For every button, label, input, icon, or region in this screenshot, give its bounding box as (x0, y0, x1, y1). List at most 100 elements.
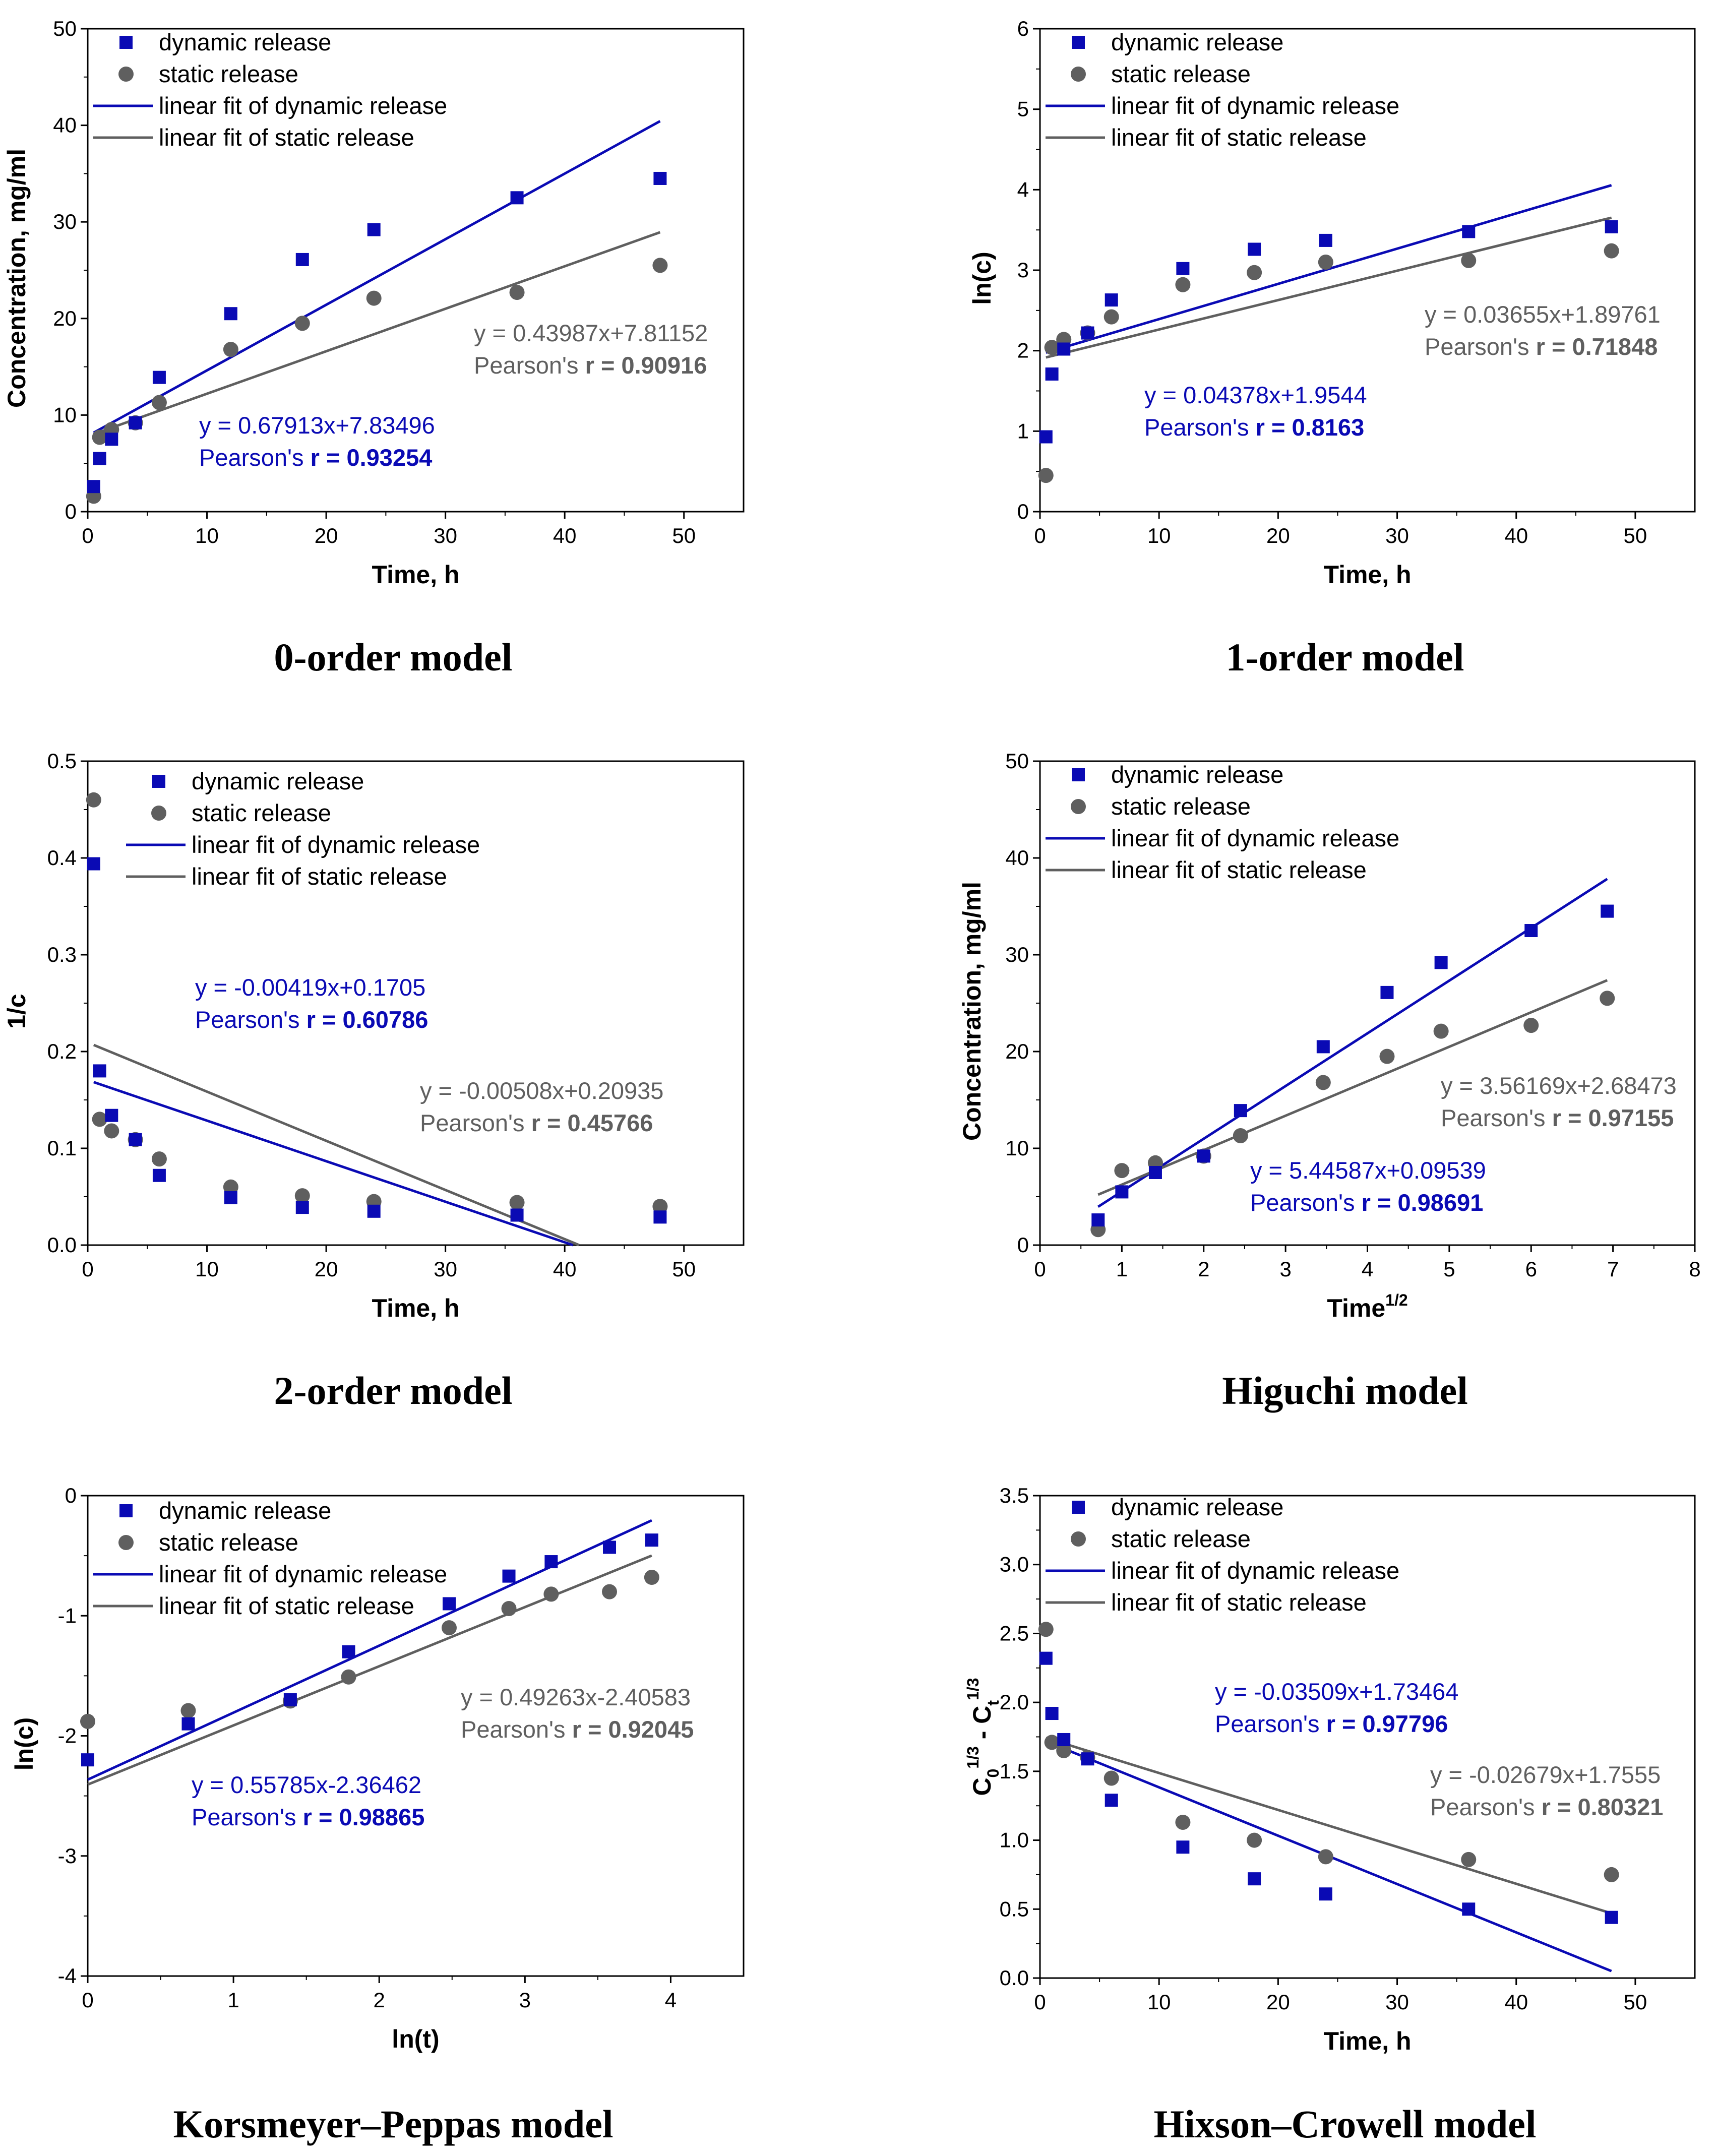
point-static (1604, 1867, 1619, 1882)
point-dynamic (283, 1693, 297, 1707)
point-dynamic (1081, 1752, 1094, 1766)
chart-4: 0 1 2 3 4 5 6 7 8 0 10 20 30 40 50 Time1/2 Concentration… (958, 749, 1701, 1412)
model-title: Hixson–Crowell model (1153, 2102, 1536, 2146)
point-static (1104, 309, 1119, 325)
x-tick-label: 8 (1689, 1257, 1700, 1281)
point-static (104, 1123, 119, 1139)
point-static (1233, 1128, 1248, 1144)
y-tick-label: 0 (1017, 500, 1029, 523)
point-dynamic (1045, 1707, 1059, 1720)
y-tick-label: 20 (1005, 1039, 1029, 1063)
point-static (92, 429, 107, 445)
point-dynamic (1434, 956, 1448, 969)
equation-dynamic: y = 5.44587x+0.09539 (1250, 1157, 1486, 1184)
point-static (1175, 1815, 1191, 1830)
y-tick-label: -4 (58, 1964, 77, 1988)
pearson-dynamic: Pearson's r = 0.8163 (1144, 414, 1364, 441)
legend-label-static: static release (159, 1529, 298, 1556)
point-dynamic (1057, 1733, 1071, 1746)
y-tick-label: 6 (1017, 17, 1029, 40)
point-static (1315, 1075, 1331, 1090)
x-tick-label: 20 (315, 524, 338, 547)
y-tick-label: 30 (53, 210, 77, 233)
x-tick-label: 4 (1362, 1257, 1373, 1281)
point-dynamic (1148, 1166, 1162, 1179)
y-axis-label: 1/c (3, 994, 31, 1029)
point-static (151, 395, 167, 410)
y-tick-label: 3.0 (1000, 1553, 1029, 1576)
legend-label-fit-static: linear fit of static release (1111, 1589, 1367, 1616)
x-tick-label: 1 (227, 1988, 239, 2012)
x-tick-label: 2 (374, 1988, 385, 2012)
y-tick-label: 0.2 (47, 1039, 77, 1063)
y-tick-label: 0.1 (47, 1136, 77, 1160)
y-tick-label: 3 (1017, 258, 1029, 282)
pearson-dynamic-value: r = 0.60786 (307, 1006, 428, 1033)
y-tick-label: 1.0 (1000, 1828, 1029, 1852)
legend-label-fit-dynamic: linear fit of dynamic release (159, 92, 447, 119)
legend-symbol-dynamic (1072, 36, 1085, 49)
legend-label-static: static release (192, 799, 331, 826)
point-dynamic (1605, 220, 1618, 233)
y-tick-label: 1 (1017, 419, 1029, 443)
x-tick-label: 0 (82, 1257, 93, 1281)
x-tick-label: 3 (519, 1988, 531, 2012)
legend-symbol-dynamic (119, 36, 133, 49)
chart-2: 0 10 20 30 40 50 0 1 2 3 4 5 6 Time, h ln(c) dynamic re… (968, 17, 1696, 679)
y-tick-label: 0 (65, 1484, 77, 1507)
point-dynamic (1462, 225, 1476, 238)
legend-label-fit-dynamic: linear fit of dynamic release (1111, 92, 1399, 119)
point-static (644, 1570, 659, 1585)
point-static (543, 1586, 559, 1602)
point-static (1379, 1049, 1395, 1064)
point-dynamic (342, 1645, 355, 1658)
y-axis-label: Concentration, mg/ml (3, 149, 31, 408)
pearson-dynamic-value: r = 0.98865 (303, 1804, 425, 1830)
legend-label-fit-static: linear fit of static release (192, 863, 447, 890)
point-static (441, 1620, 457, 1636)
y-tick-label: -1 (58, 1604, 77, 1627)
x-tick-label: 3 (1279, 1257, 1291, 1281)
equation-dynamic: y = -0.00419x+0.1705 (195, 974, 425, 1001)
point-dynamic (1319, 233, 1332, 247)
fit-line-static (1046, 1737, 1612, 1915)
point-dynamic (81, 1753, 94, 1767)
pearson-static: Pearson's r = 0.92045 (461, 1716, 694, 1743)
point-static (1114, 1163, 1130, 1179)
y-tick-label: 30 (1005, 943, 1029, 966)
point-dynamic (1380, 985, 1394, 999)
fit-line-dynamic (87, 1519, 652, 1781)
y-tick-label: 0.0 (47, 1233, 77, 1257)
y-tick-label: 3.5 (1000, 1484, 1029, 1507)
point-static (80, 1713, 95, 1729)
point-dynamic (129, 1133, 142, 1146)
pearson-static-value: r = 0.71848 (1536, 333, 1658, 360)
point-static (1044, 340, 1060, 355)
point-dynamic (1462, 1902, 1476, 1916)
point-dynamic (295, 1201, 309, 1214)
point-static (92, 1112, 107, 1127)
legend-label-static: static release (1111, 793, 1251, 820)
point-static (1600, 991, 1615, 1006)
equation-static: y = 0.43987x+7.81152 (474, 320, 708, 346)
point-dynamic (152, 1168, 166, 1182)
model-title: Korsmeyer–Peppas model (173, 2102, 613, 2146)
y-axis-label-part: 1/3 (964, 1746, 982, 1768)
x-tick-label: 50 (1624, 524, 1647, 547)
x-tick-label: 40 (553, 1257, 577, 1281)
legend-label-dynamic: dynamic release (1111, 29, 1283, 55)
point-dynamic (653, 171, 667, 185)
point-dynamic (544, 1555, 558, 1569)
y-tick-label: 50 (1005, 749, 1029, 773)
point-static (652, 1199, 668, 1214)
point-static (1461, 1852, 1477, 1867)
point-static (341, 1669, 356, 1685)
x-tick-label: 0 (82, 1988, 93, 2012)
legend-symbol-static (1071, 1531, 1086, 1547)
x-tick-label: 50 (672, 524, 696, 547)
x-tick-label: 7 (1607, 1257, 1619, 1281)
y-tick-label: 2 (1017, 339, 1029, 362)
x-tick-label: 50 (1624, 1990, 1647, 2014)
legend-label-fit-dynamic: linear fit of dynamic release (1111, 825, 1399, 851)
